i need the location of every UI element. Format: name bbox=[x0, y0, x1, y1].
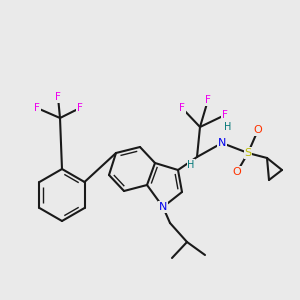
Text: F: F bbox=[34, 103, 40, 113]
Text: H: H bbox=[224, 122, 232, 132]
Text: F: F bbox=[77, 103, 83, 113]
Text: O: O bbox=[232, 167, 242, 177]
Text: N: N bbox=[159, 202, 167, 212]
Text: S: S bbox=[244, 148, 252, 158]
Text: F: F bbox=[55, 92, 61, 102]
Text: H: H bbox=[187, 160, 195, 170]
Text: O: O bbox=[254, 125, 262, 135]
Text: F: F bbox=[222, 110, 228, 120]
Text: F: F bbox=[179, 103, 185, 113]
Text: N: N bbox=[218, 138, 226, 148]
Text: F: F bbox=[205, 95, 211, 105]
